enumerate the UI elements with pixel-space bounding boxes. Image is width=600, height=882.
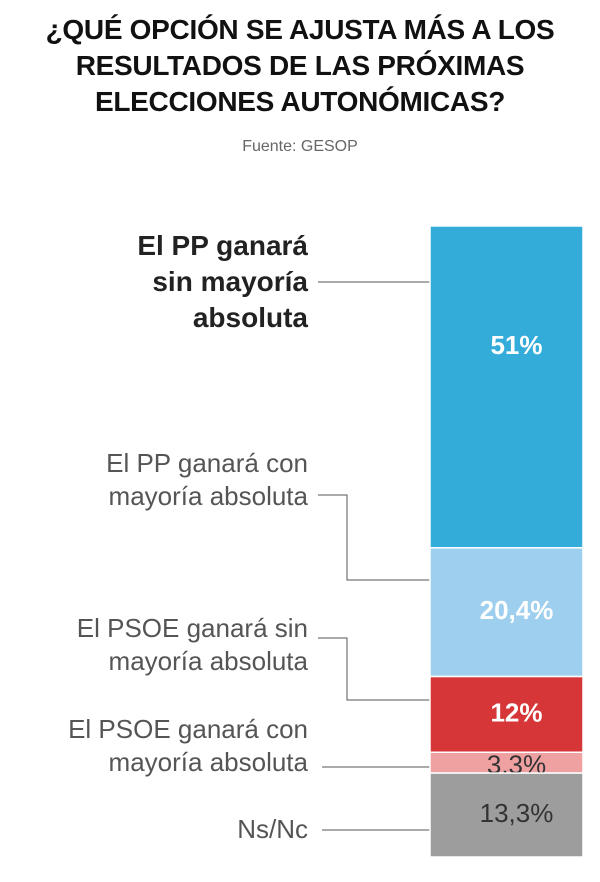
bar-segment — [429, 675, 584, 754]
value-label: 12% — [490, 697, 542, 727]
leader-line — [318, 494, 430, 581]
category-label: Ns/Nc — [237, 814, 308, 844]
chart-subtitle: Fuente: GESOP — [242, 138, 358, 155]
leader-line — [318, 637, 430, 701]
bar-segment — [429, 225, 584, 549]
value-label: 51% — [490, 330, 542, 360]
category-label: El PSOE ganará con mayoría absoluta — [68, 714, 308, 777]
value-label: 20,4% — [480, 595, 554, 625]
bar-segment — [429, 772, 584, 858]
category-label: El PP ganará sin mayoría absoluta — [137, 230, 308, 333]
value-label: 13,3% — [480, 798, 554, 828]
chart-title: ¿QUÉ OPCIÓN SE AJUSTA MÁS A LOS RESULTAD… — [45, 14, 555, 117]
category-label: El PSOE ganará sin mayoría absoluta — [76, 613, 308, 676]
bar-segment — [429, 547, 584, 678]
category-label: El PP ganará con mayoría absoluta — [106, 448, 308, 511]
